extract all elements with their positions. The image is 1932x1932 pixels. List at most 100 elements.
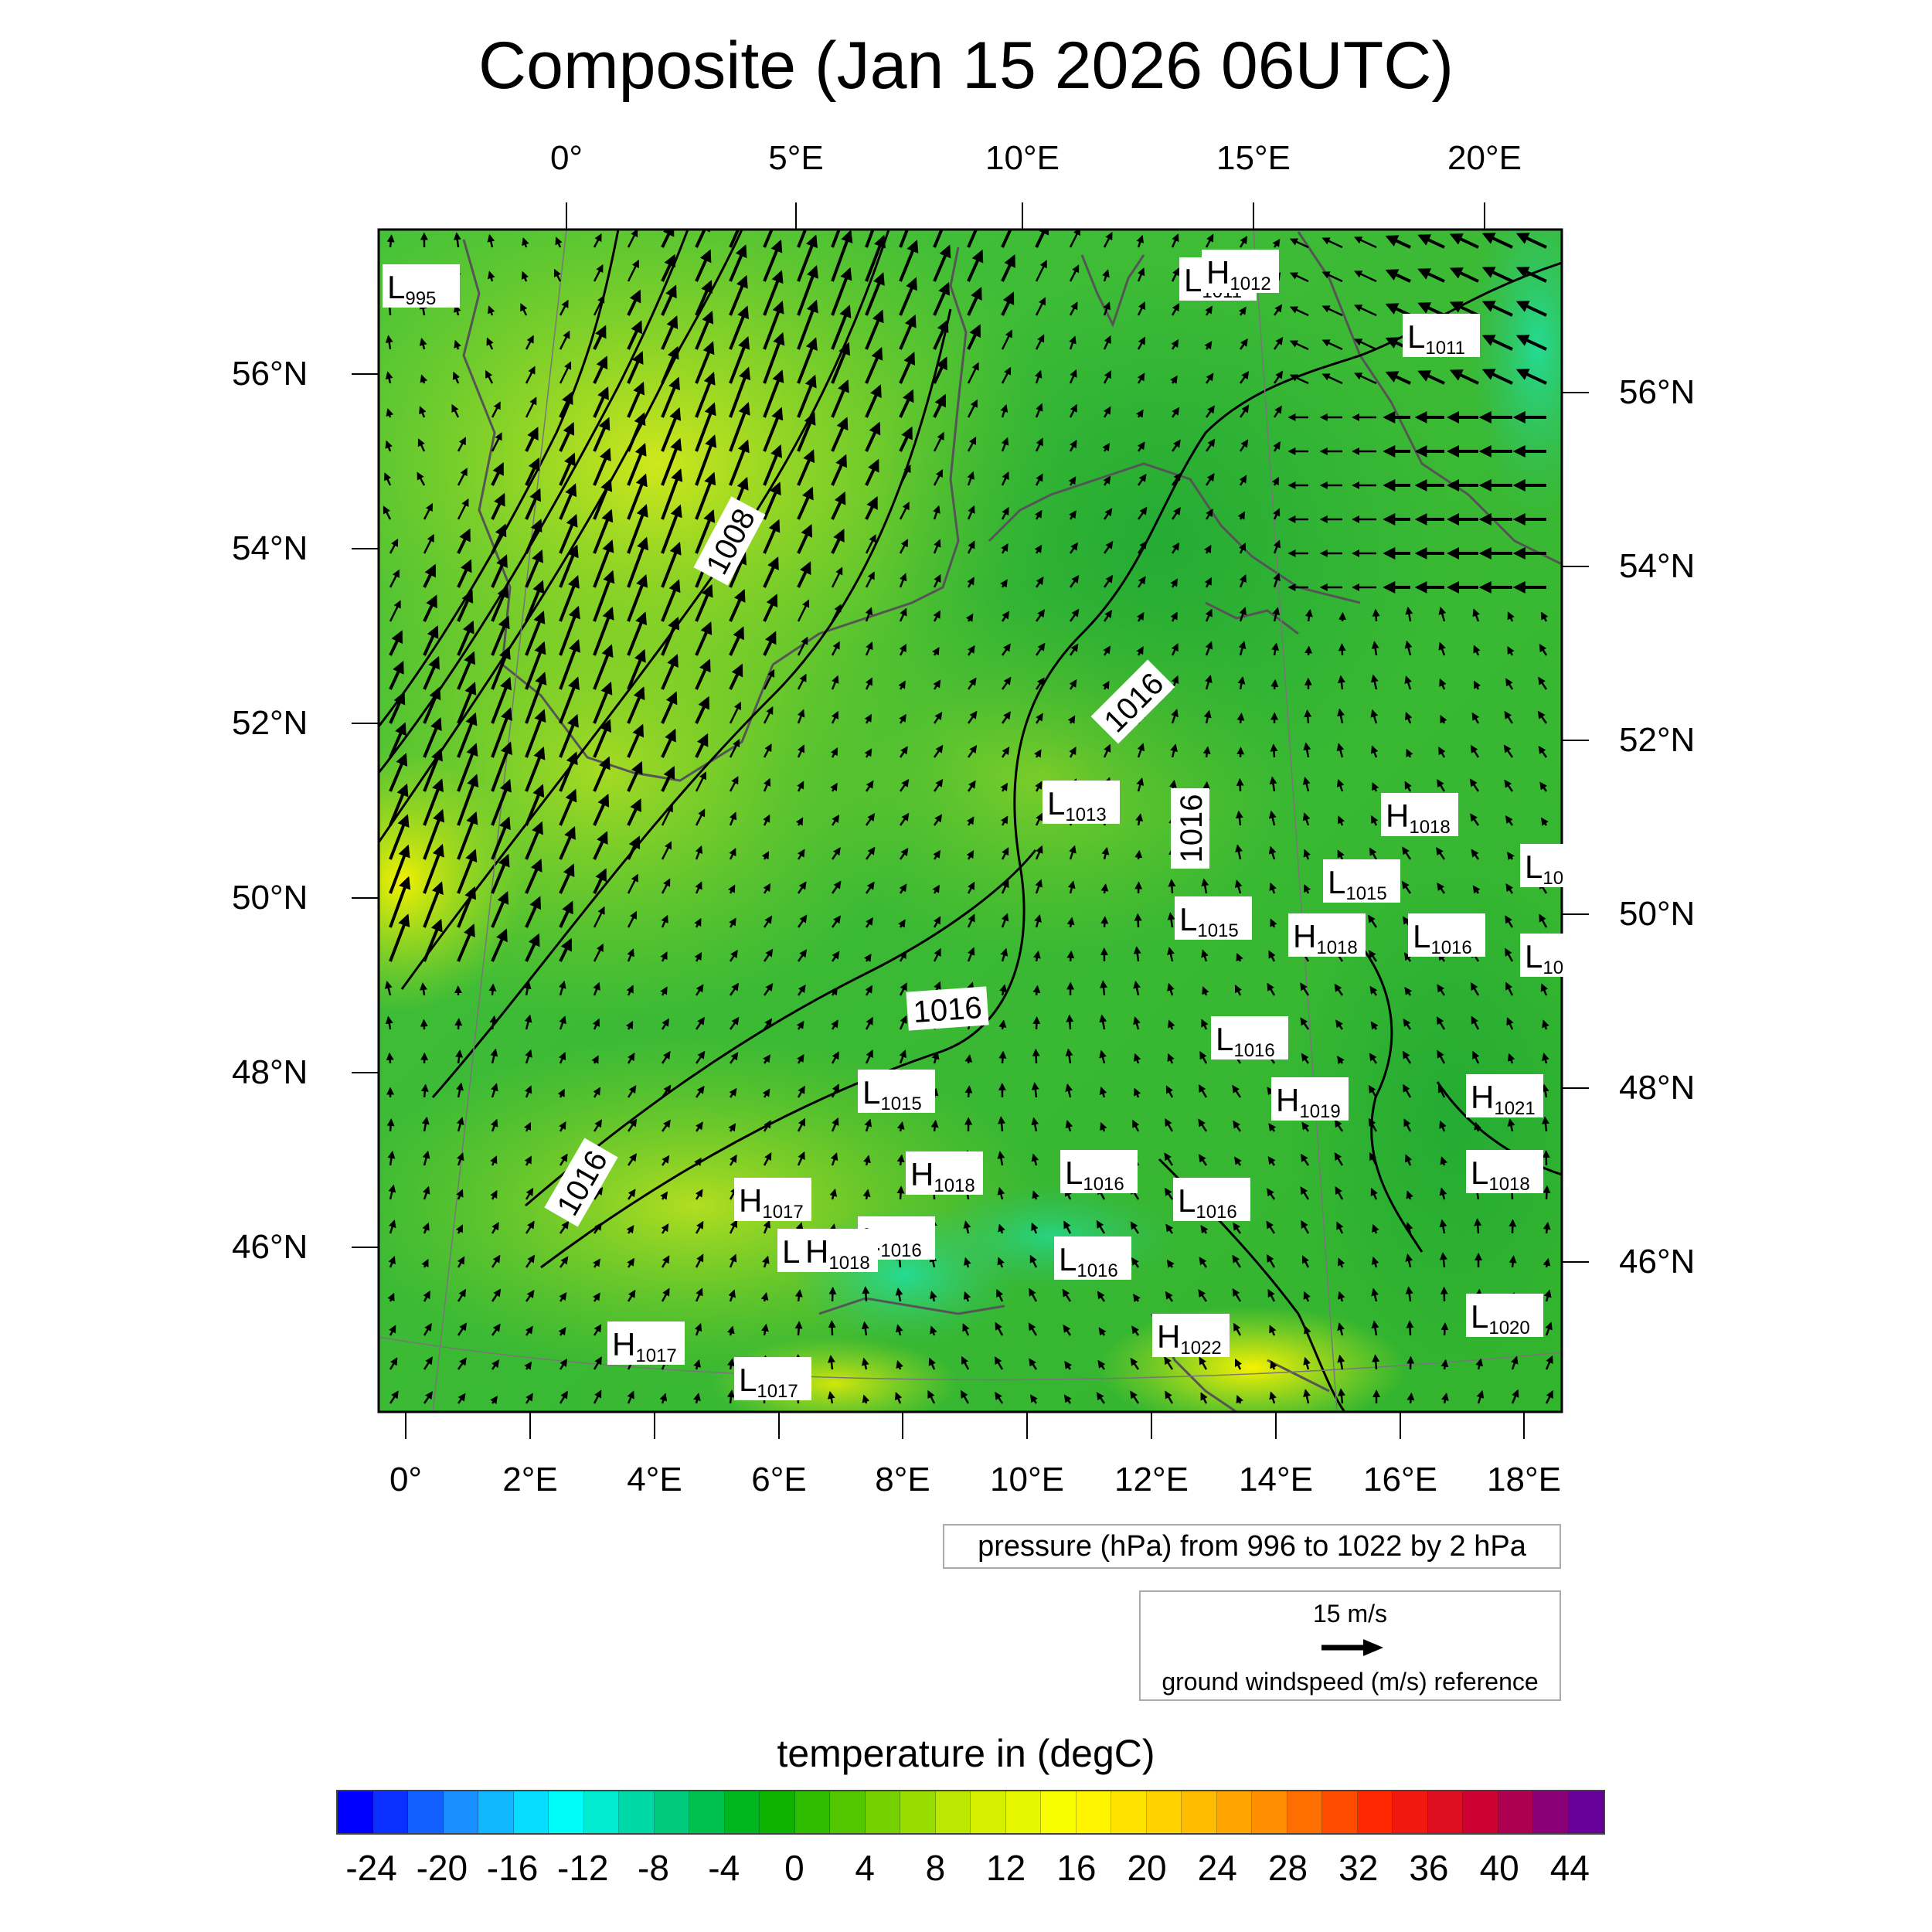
wind-arrow [389,814,410,860]
wind-arrow [865,571,875,588]
wind-arrow [419,337,427,350]
wind-arrow [1321,237,1343,249]
wind-arrow [831,491,846,520]
pressure-system-high: H1019 [1271,1077,1349,1122]
wind-arrow [831,267,852,316]
wind-arrow [726,1325,735,1336]
wind-arrow [1369,847,1378,860]
wind-arrow [457,774,479,826]
wind-arrow [456,1117,464,1132]
wind-arrow [1268,1123,1277,1132]
wind-arrow [762,1255,770,1268]
wind-arrow [1205,473,1215,486]
wind-arrow [491,401,501,418]
left-tick-label-0: 56°N [232,355,308,393]
wind-arrow [830,782,838,792]
wind-arrow [1133,1016,1141,1030]
colorbar-label: 40 [1479,1848,1519,1888]
wind-arrow [763,556,779,588]
wind-arrow [1545,1321,1553,1336]
wind-arrow [456,1189,464,1200]
wind-arrow [627,473,648,520]
wind-arrow [491,676,512,724]
wind-arrow [1238,641,1247,656]
wind-arrow [593,719,612,758]
wind-arrow [763,239,783,282]
wind-arrow [593,644,614,690]
wind-arrow [593,355,608,384]
wind-arrow [865,234,886,282]
wind-arrow [525,549,543,588]
wind-arrow [1001,254,1015,282]
wind-arrow [967,324,981,350]
wind-arrow [1234,1358,1243,1370]
wind-arrow [525,519,543,554]
wind-arrow [797,523,813,554]
wind-arrow [423,563,437,588]
wind-arrow [1103,645,1111,656]
wind-arrow [831,1019,838,1030]
wind-arrow [457,682,477,724]
wind-arrow [525,611,546,656]
wind-arrow [388,1184,396,1200]
wind-arrow [1289,306,1309,317]
wind-arrow [1069,747,1077,758]
colorbar-cell [619,1791,655,1833]
wind-arrow [962,1323,970,1336]
wind-arrow [1337,1056,1345,1065]
colorbar-cell [1111,1791,1147,1833]
wind-arrow [1236,952,1243,962]
wind-arrow [1031,1222,1039,1234]
wind-arrow [1001,329,1013,350]
wind-arrow [1471,1015,1480,1030]
wind-arrow [831,1117,839,1132]
wind-arrow [419,406,427,418]
wind-arrow [417,471,426,486]
wind-arrow [1233,1120,1242,1132]
wind-arrow [797,234,818,282]
wind-arrow [831,417,849,452]
svg-text:L995: L995 [387,269,436,309]
colorbar-label: 36 [1409,1848,1449,1888]
wind-arrow [1238,306,1247,316]
wind-arrow [1201,1019,1209,1030]
wind-arrow [387,1292,395,1302]
wind-arrow [627,536,649,588]
colorbar-cell [1322,1791,1358,1833]
wind-arrow [661,728,676,758]
wind-arrow [1239,404,1250,418]
wind-arrow [763,1018,773,1030]
wind-arrow [1334,1119,1344,1132]
wind-arrow [933,814,943,826]
wind-arrow [1470,813,1480,826]
wind-arrow [490,1396,498,1405]
wind-arrow [522,237,529,248]
wind-arrow [1266,1220,1276,1234]
wind-arrow [422,1150,430,1166]
wind-arrow [863,953,872,962]
wind-arrow [797,449,815,486]
wind-arrow [967,249,984,282]
wind-arrow [661,1155,670,1166]
wind-arrow [627,798,641,826]
wind-arrow [865,230,875,248]
wind-arrow [558,1052,566,1064]
wind-arrow [1165,1085,1174,1098]
wind-arrow [1001,676,1012,690]
wind-arrow [1441,1393,1449,1404]
wind-arrow [763,481,781,520]
wind-arrow [1473,645,1481,656]
wind-arrow [559,900,573,928]
pressure-system-low: L1015 [1175,896,1252,941]
wind-arrow [491,1288,502,1302]
wind-arrow [457,923,475,962]
wind-arrow [761,851,770,860]
wind-arrow [865,881,875,894]
wind-arrow [729,663,743,690]
wind-arrow [491,928,508,962]
wind-arrow [1301,1219,1310,1234]
wind-arrow [1511,1389,1519,1404]
wind-arrow [896,1121,905,1132]
wind-arrow [726,1389,735,1404]
wind-arrow [523,981,532,996]
